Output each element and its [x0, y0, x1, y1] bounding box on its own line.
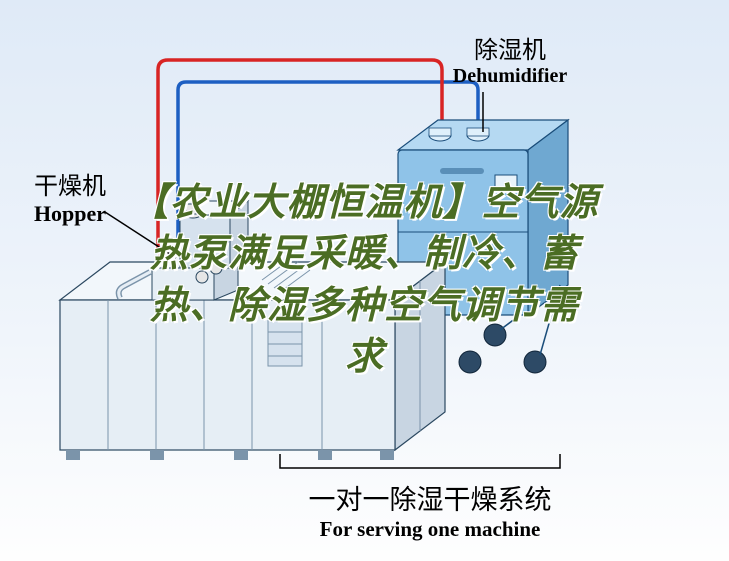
title-line-1: 【农业大棚恒温机】空气源 — [0, 178, 729, 229]
title-line-2: 热泵满足采暖、制冷、蓄 — [0, 229, 729, 280]
title-line-4: 求 — [0, 332, 729, 383]
dehumidifier-label: 除湿机 Dehumidifier — [430, 30, 590, 88]
title-line-3: 热、除湿多种空气调节需 — [0, 281, 729, 332]
overlay-title: 【农业大棚恒温机】空气源 热泵满足采暖、制冷、蓄 热、除湿多种空气调节需 求 — [0, 178, 729, 383]
dehumidifier-label-cn: 除湿机 — [430, 30, 590, 65]
footer-cn: 一对一除湿干燥系统 — [280, 478, 580, 517]
footer-en: For serving one machine — [280, 517, 580, 542]
dehumidifier-label-en: Dehumidifier — [430, 65, 590, 88]
footer-label: 一对一除湿干燥系统 For serving one machine — [280, 478, 580, 542]
